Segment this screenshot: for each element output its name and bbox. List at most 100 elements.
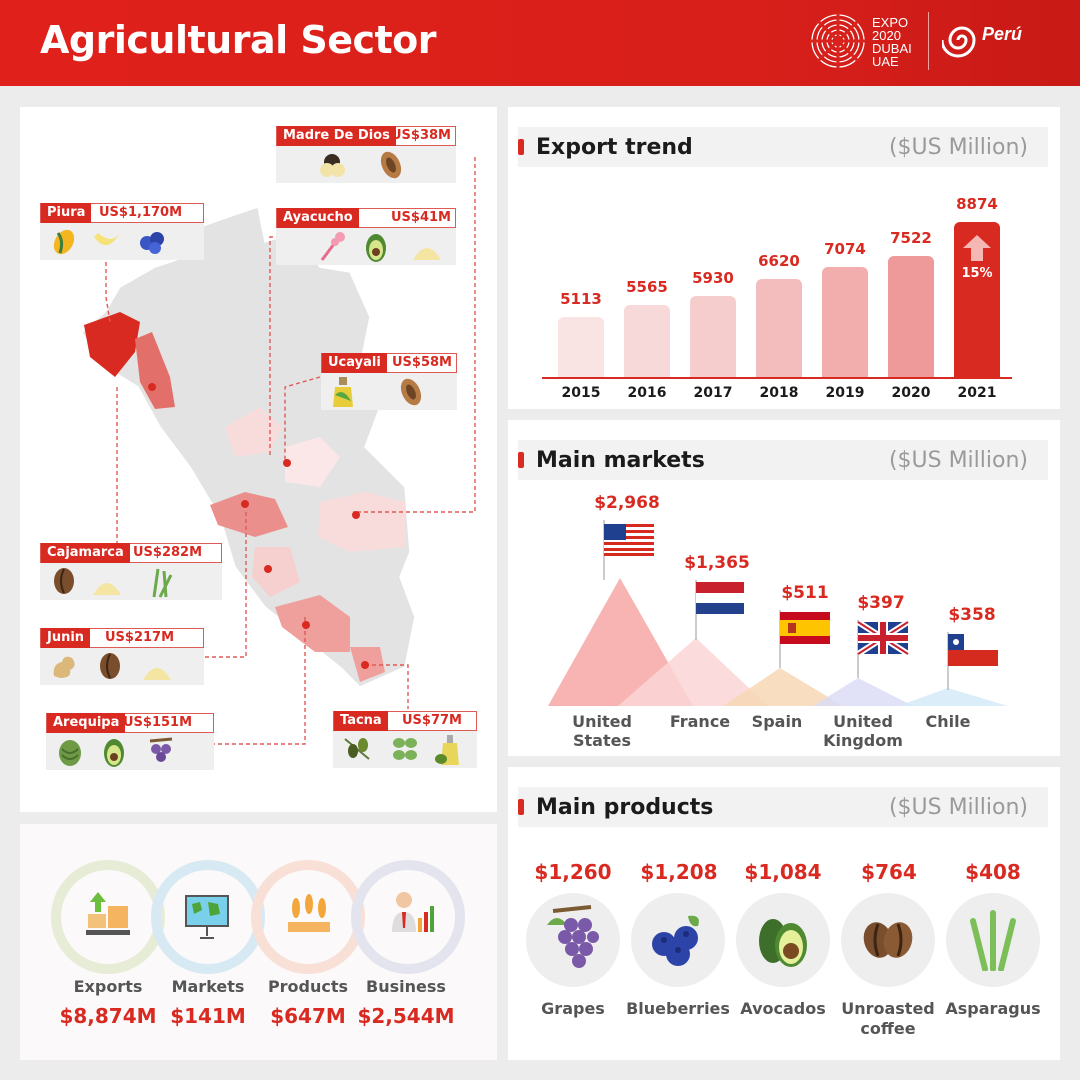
trend-value-label: 7522 bbox=[890, 228, 932, 247]
region-card-madre-de-dios: Madre De Dios US$38M bbox=[276, 126, 456, 183]
growth-arrow-icon bbox=[963, 235, 991, 261]
product-value: $1,084 bbox=[744, 860, 822, 884]
main-markets-panel: Main markets ($US Million) $2,968 $1,365… bbox=[508, 420, 1060, 756]
flour-icon bbox=[93, 583, 121, 595]
section-title: Export trend bbox=[536, 135, 693, 160]
olives-icon bbox=[344, 738, 370, 760]
section-bullet bbox=[518, 139, 524, 155]
trend-bar-2015 bbox=[558, 316, 604, 377]
stat-value: $141M bbox=[170, 1004, 246, 1028]
olive-oil-icon bbox=[435, 735, 459, 765]
section-unit: ($US Million) bbox=[888, 135, 1028, 160]
product-value: $764 bbox=[861, 860, 917, 884]
ginger-icon bbox=[53, 656, 75, 678]
region-card-ayacucho: Ayacucho US$41M bbox=[276, 208, 456, 265]
peru-spiral-icon bbox=[942, 26, 976, 58]
usa-flag-icon bbox=[604, 524, 654, 556]
region-value: US$58M bbox=[392, 355, 452, 370]
market-country: United States bbox=[572, 712, 632, 750]
section-title: Main markets bbox=[536, 448, 705, 473]
expo-text: EXPO 2020 DUBAI UAE bbox=[872, 15, 912, 69]
region-value: US$38M bbox=[391, 128, 451, 143]
section-unit: ($US Million) bbox=[888, 795, 1028, 820]
uk-flag-icon bbox=[856, 619, 910, 657]
product-name: Asparagus bbox=[945, 999, 1041, 1018]
trend-bar-2017 bbox=[690, 296, 736, 377]
chile-flag-icon bbox=[948, 634, 998, 666]
region-name: Junin bbox=[41, 628, 91, 648]
peru-logo-text: Perú bbox=[982, 24, 1023, 44]
trend-value-label: 8874 bbox=[956, 195, 998, 213]
region-name: Ayacucho bbox=[277, 208, 359, 228]
region-name: Arequipa bbox=[47, 713, 126, 733]
cocoa-bean-icon bbox=[380, 151, 402, 179]
regions-map-panel: Madre De Dios US$38M Piura US$1,170M Ayacu… bbox=[20, 107, 497, 812]
asparagus-icon bbox=[970, 910, 1016, 971]
market-country: United Kingdom bbox=[823, 712, 903, 750]
trend-bar-2020 bbox=[888, 255, 934, 377]
header-bar: Agricultural Sector EXPO 2020 DUBAI UAE Per… bbox=[0, 0, 1080, 86]
avocado-icon bbox=[759, 919, 807, 967]
quinoa-plant-icon bbox=[320, 232, 345, 261]
peru-map bbox=[81, 157, 476, 745]
region-name: Madre De Dios bbox=[277, 126, 396, 146]
region-card-piura: Piura US$1,170M bbox=[40, 203, 204, 260]
asparagus-icon bbox=[152, 568, 173, 598]
netherlands-flag-icon bbox=[696, 582, 744, 614]
coffee-bean-icon bbox=[54, 568, 74, 594]
region-value: US$282M bbox=[133, 545, 203, 560]
business-ring bbox=[351, 860, 465, 974]
region-value: US$151M bbox=[123, 715, 193, 730]
section-unit: ($US Million) bbox=[888, 448, 1028, 473]
stat-value: $2,544M bbox=[357, 1004, 455, 1028]
export-boxes-icon bbox=[86, 892, 130, 935]
x-axis-line bbox=[542, 377, 1012, 379]
grapes-icon bbox=[149, 737, 173, 762]
region-value: US$217M bbox=[105, 630, 175, 645]
region-card-junin: Junin US$217M bbox=[40, 628, 204, 685]
expo-ring-icon bbox=[810, 12, 866, 70]
artichoke-icon bbox=[59, 740, 81, 766]
trend-value-label: 7074 bbox=[824, 240, 866, 259]
trend-year-label: 2018 bbox=[759, 385, 799, 401]
stat-label: Markets bbox=[171, 977, 245, 996]
market-peak-spain bbox=[723, 668, 843, 706]
market-value: $2,968 bbox=[594, 493, 660, 513]
region-name: Cajamarca bbox=[41, 543, 130, 563]
trend-bar-2016 bbox=[624, 305, 670, 377]
grapes-icon bbox=[547, 905, 599, 968]
section-header: Main markets ($US Million) bbox=[518, 440, 1048, 480]
region-value: US$41M bbox=[391, 210, 451, 225]
market-value: $511 bbox=[781, 583, 829, 603]
blueberries-icon bbox=[652, 915, 699, 966]
region-name: Piura bbox=[41, 203, 92, 223]
section-header: Export trend ($US Million) bbox=[518, 127, 1048, 167]
region-card-tacna: Tacna US$77M bbox=[333, 711, 477, 768]
cocoa-bean-icon bbox=[400, 378, 422, 406]
section-bullet bbox=[518, 799, 524, 815]
mango-icon bbox=[53, 229, 75, 255]
stat-label: Business bbox=[366, 977, 446, 996]
markets-mountains bbox=[548, 520, 1008, 706]
region-card-cajamarca: Cajamarca US$282M bbox=[40, 543, 222, 600]
trend-year-label: 2016 bbox=[627, 385, 667, 401]
region-card-ucayali: Ucayali US$58M bbox=[321, 353, 457, 410]
trend-year-label: 2015 bbox=[561, 385, 601, 401]
spain-flag-icon bbox=[780, 612, 830, 644]
region-value: US$1,170M bbox=[99, 205, 183, 220]
product-name: Blueberries bbox=[626, 999, 730, 1018]
stat-label: Products bbox=[267, 977, 349, 996]
page-title: Agricultural Sector bbox=[40, 18, 437, 62]
product-value: $408 bbox=[965, 860, 1021, 884]
oil-bottle-icon bbox=[333, 377, 353, 407]
main-products-panel: Main products ($US Million) $1,260 $1,20… bbox=[508, 767, 1060, 1060]
trend-value-label: 5930 bbox=[692, 269, 734, 288]
product-name: Grapes bbox=[541, 999, 605, 1018]
blueberries-icon bbox=[140, 232, 164, 254]
trend-year-label: 2019 bbox=[825, 385, 865, 401]
trend-year-label: 2021 bbox=[957, 385, 997, 401]
logo-divider bbox=[928, 12, 929, 70]
avocado-icon bbox=[104, 739, 124, 767]
market-country: Chile bbox=[925, 712, 971, 731]
growth-percent-label: 15% bbox=[961, 266, 993, 281]
